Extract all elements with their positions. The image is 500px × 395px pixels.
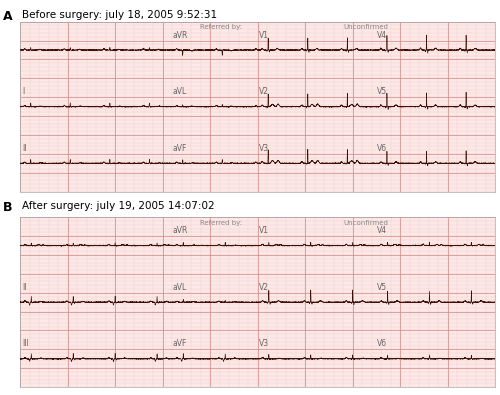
Text: Unconfirmed: Unconfirmed [343,220,388,226]
Text: II: II [22,283,27,292]
Text: V3: V3 [258,144,268,153]
Text: V1: V1 [258,226,268,235]
Text: aVL: aVL [173,87,187,96]
Text: V5: V5 [377,87,388,96]
Text: aVF: aVF [173,144,188,153]
Text: V6: V6 [377,339,388,348]
Text: II: II [22,144,27,153]
Text: III: III [22,339,29,348]
Text: aVL: aVL [173,283,187,292]
Text: V1: V1 [258,31,268,40]
Text: After surgery: july 19, 2005 14:07:02: After surgery: july 19, 2005 14:07:02 [22,201,215,211]
Text: Referred by:: Referred by: [200,24,242,30]
Text: Unconfirmed: Unconfirmed [343,24,388,30]
Text: V2: V2 [258,283,268,292]
Text: V4: V4 [377,226,388,235]
Text: V4: V4 [377,31,388,40]
Text: B: B [2,201,12,214]
Text: V6: V6 [377,144,388,153]
Text: aVR: aVR [173,31,188,40]
Text: Before surgery: july 18, 2005 9:52:31: Before surgery: july 18, 2005 9:52:31 [22,10,218,20]
Text: A: A [2,10,12,23]
Text: I: I [22,87,24,96]
Text: V3: V3 [258,339,268,348]
Text: aVF: aVF [173,339,188,348]
Text: V5: V5 [377,283,388,292]
Text: aVR: aVR [173,226,188,235]
Text: Referred by:: Referred by: [200,220,242,226]
Text: V2: V2 [258,87,268,96]
